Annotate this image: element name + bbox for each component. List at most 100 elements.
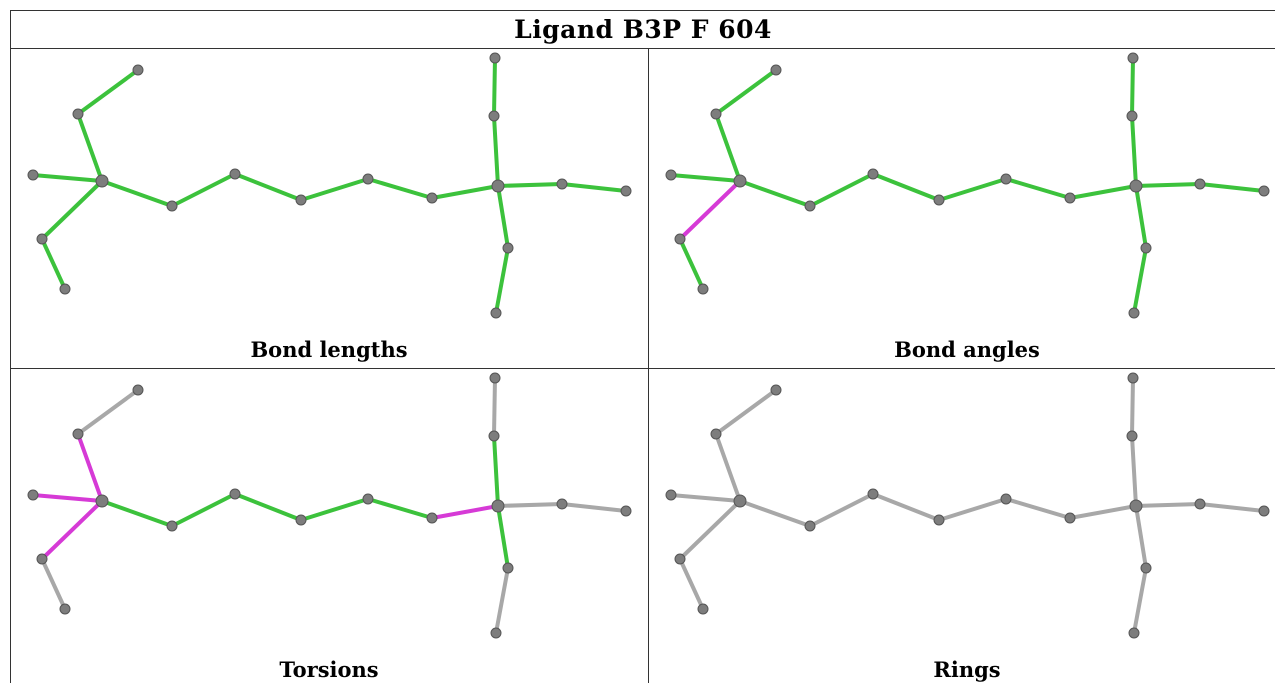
atom — [95, 174, 109, 188]
atom — [1140, 242, 1152, 254]
bond — [492, 434, 500, 508]
bond — [714, 432, 742, 503]
panel-caption: Torsions — [279, 657, 379, 682]
atom — [1194, 178, 1206, 190]
bond — [714, 112, 742, 183]
atom — [295, 514, 307, 526]
panel-torsions: Torsions — [10, 368, 648, 688]
bond — [669, 493, 742, 503]
panel-caption: Bond lengths — [250, 337, 408, 362]
bond — [170, 492, 237, 528]
bond — [1130, 56, 1135, 118]
atom — [933, 514, 945, 526]
bond — [40, 557, 67, 611]
atom — [1258, 505, 1270, 517]
atom — [710, 428, 722, 440]
divider-title — [10, 48, 1275, 49]
bond — [40, 179, 104, 241]
bond — [560, 182, 628, 193]
atom — [362, 493, 374, 505]
atom — [665, 169, 677, 181]
atom — [27, 489, 39, 501]
bond — [1068, 504, 1138, 520]
atom — [1194, 498, 1206, 510]
bond — [170, 172, 237, 208]
atom — [733, 174, 747, 188]
atom — [490, 627, 502, 639]
atom — [166, 200, 178, 212]
molecule-render — [665, 372, 1270, 639]
atom — [1000, 173, 1012, 185]
bond — [738, 179, 812, 208]
bond — [937, 177, 1008, 202]
atom — [1128, 307, 1140, 319]
atom — [556, 498, 568, 510]
atom — [1140, 562, 1152, 574]
panel-caption: Bond angles — [894, 337, 1040, 362]
atom — [867, 168, 879, 180]
bond — [76, 112, 104, 183]
bond — [1198, 182, 1266, 193]
bond — [1134, 504, 1148, 570]
bond — [714, 68, 778, 116]
atom — [36, 553, 48, 565]
atom — [1127, 372, 1139, 384]
table-frame — [10, 10, 1275, 683]
bond — [1068, 184, 1138, 200]
atom — [804, 520, 816, 532]
atom — [556, 178, 568, 190]
bond — [76, 432, 104, 503]
bond — [1134, 502, 1202, 508]
atom — [674, 553, 686, 565]
atom — [933, 194, 945, 206]
bond — [1130, 114, 1138, 188]
atom — [491, 499, 505, 513]
divider-vertical — [648, 48, 649, 683]
bond — [430, 504, 500, 520]
atom — [1129, 179, 1143, 193]
bond — [40, 237, 67, 291]
atom — [489, 372, 501, 384]
atom — [426, 512, 438, 524]
panel-caption: Rings — [933, 657, 1001, 682]
bond — [76, 388, 140, 436]
atom — [27, 169, 39, 181]
bond — [100, 499, 174, 528]
bond — [1132, 566, 1148, 635]
atom — [1000, 493, 1012, 505]
atom — [710, 108, 722, 120]
bond — [1134, 184, 1148, 250]
atom — [490, 307, 502, 319]
bond — [233, 172, 303, 202]
atom — [488, 110, 500, 122]
atom — [665, 489, 677, 501]
atom — [229, 488, 241, 500]
atom — [620, 185, 632, 197]
atom — [132, 64, 144, 76]
molecule-render — [27, 372, 632, 639]
table-title: Ligand B3P F 604 — [514, 14, 772, 44]
atom — [502, 242, 514, 254]
bond — [233, 492, 303, 522]
bond — [299, 497, 370, 522]
bond — [1004, 497, 1072, 520]
atom — [733, 494, 747, 508]
atom — [1064, 512, 1076, 524]
bond — [937, 497, 1008, 522]
bond — [1132, 246, 1148, 315]
atom — [36, 233, 48, 245]
bond — [808, 172, 875, 208]
atom — [132, 384, 144, 396]
divider-middle — [10, 368, 1275, 369]
atom — [502, 562, 514, 574]
bond — [496, 502, 564, 508]
atom — [59, 603, 71, 615]
bond — [496, 504, 510, 570]
bond — [808, 492, 875, 528]
atom — [674, 233, 686, 245]
atom — [770, 384, 782, 396]
panel-bond-angles: Bond angles — [648, 48, 1275, 368]
bond — [494, 566, 510, 635]
bond — [871, 492, 941, 522]
atom — [166, 520, 178, 532]
